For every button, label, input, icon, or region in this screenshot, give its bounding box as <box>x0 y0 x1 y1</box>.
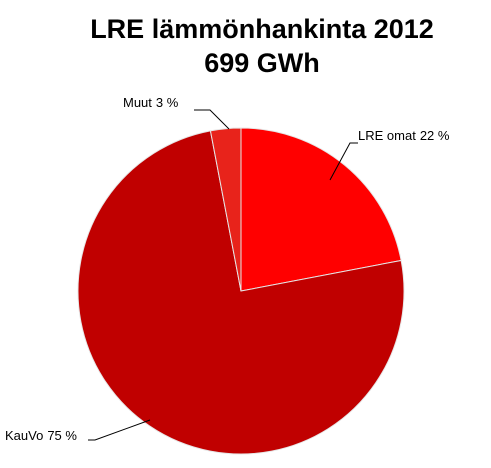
slice-category: Muut <box>123 95 152 110</box>
slice-value-label: 75 % <box>47 428 77 443</box>
slice-label: Muut 3 % <box>123 95 179 110</box>
pie-slice <box>77 130 405 455</box>
slice-category: LRE omat <box>358 128 416 143</box>
slice-label: LRE omat 22 % <box>358 128 450 143</box>
pie-slice <box>240 127 402 292</box>
leader-line <box>329 142 358 181</box>
slice-value-label: 3 % <box>156 95 179 110</box>
chart-subtitle: 699 GWh <box>204 48 320 78</box>
leader-line <box>88 419 151 441</box>
slice-value-label: 22 % <box>420 128 450 143</box>
chart-title: LRE lämmönhankinta 2012 <box>90 14 434 44</box>
pie-slice <box>209 127 242 292</box>
leader-line <box>194 109 230 130</box>
slice-label: KauVo 75 % <box>5 428 77 443</box>
slice-category: KauVo <box>5 428 43 443</box>
